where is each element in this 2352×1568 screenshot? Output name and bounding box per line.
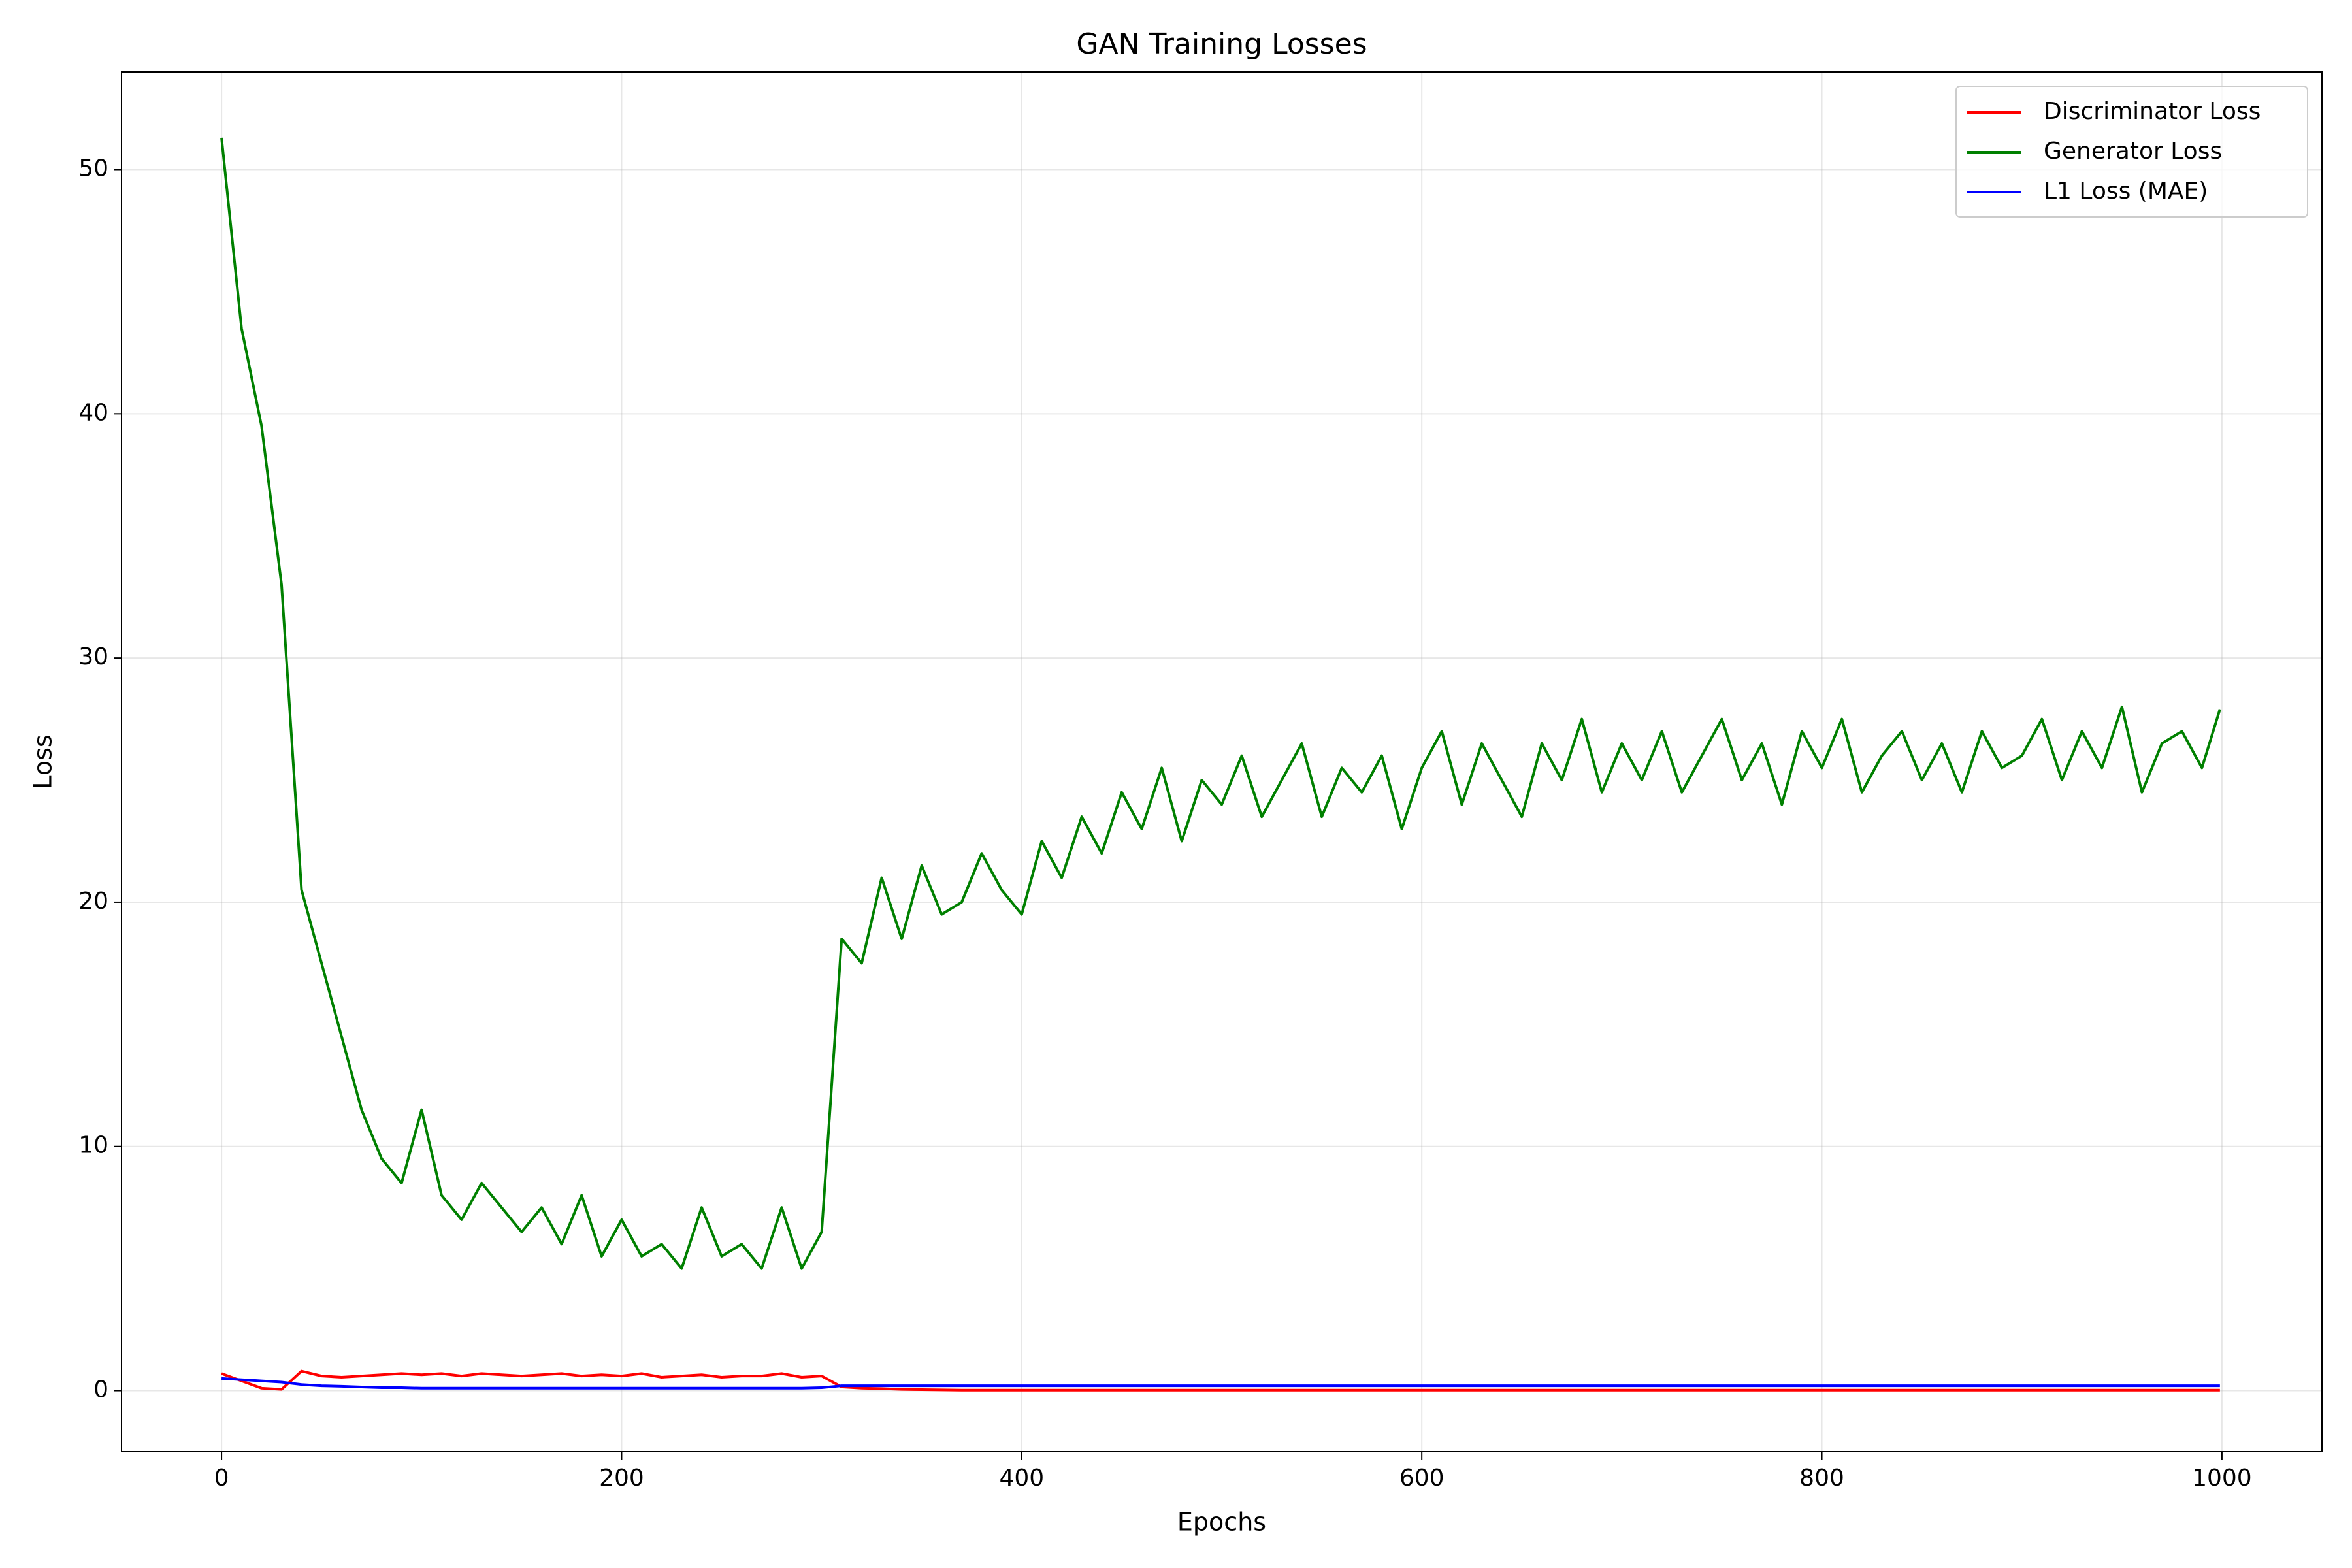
line-series bbox=[221, 1369, 2220, 1392]
x-tick-label: 1000 bbox=[2192, 1465, 2252, 1492]
legend-label: Discriminator Loss bbox=[2044, 98, 2261, 125]
y-tick-label: 40 bbox=[78, 399, 108, 426]
y-tick-label: 20 bbox=[78, 888, 108, 915]
x-tick-label: 800 bbox=[1799, 1465, 1844, 1492]
y-axis-label: Loss bbox=[29, 734, 57, 789]
plot-frame bbox=[121, 71, 2323, 1452]
legend: Discriminator Loss Generator Loss L1 Loss … bbox=[1955, 86, 2308, 218]
legend-box bbox=[1955, 86, 2308, 218]
legend-label: Generator Loss bbox=[2044, 138, 2222, 165]
legend-label: L1 Loss (MAE) bbox=[2044, 178, 2208, 204]
x-axis-label: Epochs bbox=[1177, 1508, 1266, 1537]
chart-title: GAN Training Losses bbox=[1076, 27, 1367, 61]
line-series bbox=[220, 137, 2221, 1270]
y-tick-label: 10 bbox=[78, 1132, 108, 1159]
x-tick-label: 600 bbox=[1399, 1465, 1445, 1492]
y-tick-label: 0 bbox=[93, 1377, 108, 1403]
x-tick-label: 0 bbox=[214, 1465, 229, 1492]
y-tick-label: 50 bbox=[78, 155, 108, 182]
x-tick-label: 400 bbox=[999, 1465, 1044, 1492]
y-tick-label: 30 bbox=[78, 644, 108, 670]
line-series bbox=[221, 1377, 2220, 1390]
x-tick-label: 200 bbox=[599, 1465, 644, 1492]
